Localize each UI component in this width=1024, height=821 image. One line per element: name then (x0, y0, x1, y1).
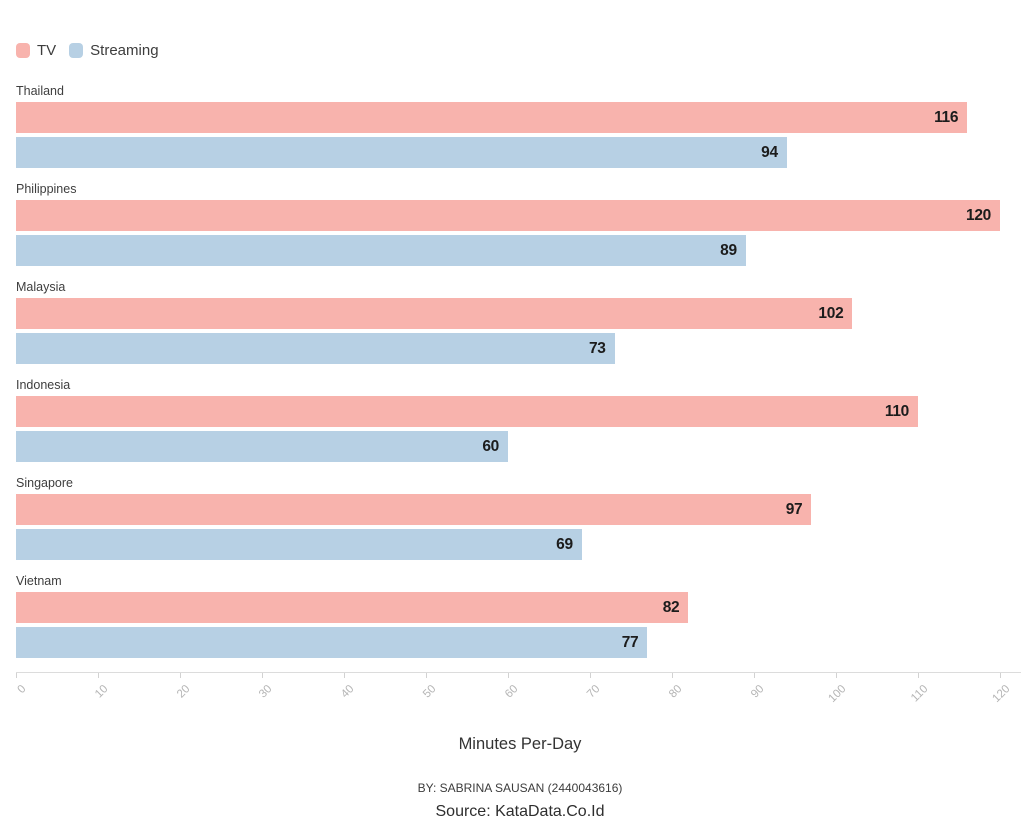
streaming-bar-malaysia: 73 (16, 333, 615, 364)
bar-group-philippines: Philippines 120 89 (16, 182, 1000, 266)
axis-tick-label: 70 (584, 683, 603, 701)
bar-row: 82 (16, 592, 1000, 623)
axis-tick-mark (754, 673, 755, 678)
x-axis: 0 10 20 30 40 50 60 70 80 90 100 110 120 (15, 672, 1021, 719)
bar-row: 110 (16, 396, 1000, 427)
bar-value-label: 82 (662, 598, 680, 616)
bar-value-label: 89 (720, 241, 737, 259)
axis-tick-mark (918, 673, 919, 678)
bar-value-label: 120 (966, 206, 991, 224)
legend-item-streaming: Streaming (69, 41, 159, 59)
bar-value-label: 69 (556, 535, 573, 553)
axis-tick-label: 110 (909, 683, 931, 705)
legend-label: Streaming (90, 41, 159, 59)
axis-tick-label: 90 (748, 683, 767, 701)
axis-tick-mark (98, 673, 99, 678)
tv-bar-indonesia: 110 (16, 396, 918, 427)
bar-value-label: 102 (818, 304, 844, 322)
bar-row: 94 (16, 137, 1000, 168)
streaming-bar-vietnam: 77 (16, 627, 648, 658)
axis-tick-mark (590, 673, 591, 678)
streaming-bar-thailand: 94 (16, 137, 787, 168)
bar-value-label: 116 (934, 108, 959, 126)
axis-tick-label: 20 (174, 683, 193, 701)
axis-tick-mark (344, 673, 345, 678)
bar-group-malaysia: Malaysia 102 73 (16, 280, 1000, 364)
axis-tick-label: 100 (826, 683, 849, 706)
bar-value-label: 110 (884, 402, 909, 420)
bar-value-label: 73 (588, 339, 606, 357)
bar-row: 73 (16, 333, 1000, 364)
streaming-bar-singapore: 69 (16, 529, 582, 560)
axis-tick-label: 80 (666, 683, 685, 701)
axis-tick-mark (262, 673, 263, 678)
axis-tick-mark (508, 673, 509, 678)
category-label: Indonesia (16, 378, 71, 392)
tv-bar-malaysia: 102 (16, 298, 853, 329)
bar-row: 89 (16, 235, 1000, 266)
bar-value-label: 60 (482, 437, 499, 455)
bar-row: 102 (16, 298, 1000, 329)
bar-group-vietnam: Vietnam 82 77 (16, 574, 1000, 658)
legend: TV Streaming (16, 41, 1024, 59)
axis-tick-mark (836, 673, 837, 678)
axis-tick-mark (180, 673, 181, 678)
legend-item-tv: TV (16, 42, 56, 59)
axis-tick-label: 0 (15, 683, 29, 697)
legend-label: TV (37, 41, 57, 59)
bar-value-label: 77 (621, 633, 639, 651)
axis-tick-label: 40 (338, 683, 357, 701)
axis-tick-mark (16, 673, 17, 678)
axis-tick-label: 60 (502, 683, 521, 701)
bar-groups: Thailand 116 94 Philippines 120 89 Malaysia 102… (16, 84, 1000, 658)
axis-tick-mark (672, 673, 673, 678)
category-label: Philippines (16, 182, 77, 196)
bar-row: 116 (16, 102, 1000, 133)
axis-tick-label: 10 (92, 683, 111, 701)
tv-bar-vietnam: 82 (16, 592, 689, 623)
bar-value-label: 97 (785, 500, 803, 518)
bar-group-indonesia: Indonesia 110 60 (16, 378, 1000, 462)
axis-tick-mark (1000, 673, 1001, 678)
category-label: Singapore (16, 476, 73, 490)
streaming-bar-indonesia: 60 (16, 431, 508, 462)
bar-group-thailand: Thailand 116 94 (16, 84, 1000, 168)
category-label: Malaysia (16, 280, 66, 294)
bar-row: 120 (16, 200, 1000, 231)
tv-bar-philippines: 120 (16, 200, 1000, 231)
x-axis-label: Minutes Per-Day (458, 735, 582, 753)
bar-group-singapore: Singapore 97 69 (16, 476, 1000, 560)
bar-value-label: 94 (761, 143, 778, 161)
streaming-bar-philippines: 89 (16, 235, 746, 266)
source-text: Source: KataData.Co.Id (435, 803, 605, 820)
byline-text: BY: SABRINA SAUSAN (2440043616) (417, 781, 623, 795)
legend-swatch-icon (69, 42, 84, 58)
axis-tick-mark (426, 673, 427, 678)
tv-bar-singapore: 97 (16, 494, 812, 525)
bar-row: 97 (16, 494, 1000, 525)
axis-tick-label: 120 (990, 683, 1013, 706)
bar-row: 69 (16, 529, 1000, 560)
axis-tick-label: 50 (420, 683, 439, 701)
bar-row: 77 (16, 627, 1000, 658)
legend-swatch-icon (16, 42, 30, 58)
category-label: Thailand (16, 84, 64, 98)
tv-bar-thailand: 116 (16, 102, 968, 133)
bar-row: 60 (16, 431, 1000, 462)
category-label: Vietnam (16, 574, 62, 588)
axis-tick-label: 30 (256, 683, 275, 701)
